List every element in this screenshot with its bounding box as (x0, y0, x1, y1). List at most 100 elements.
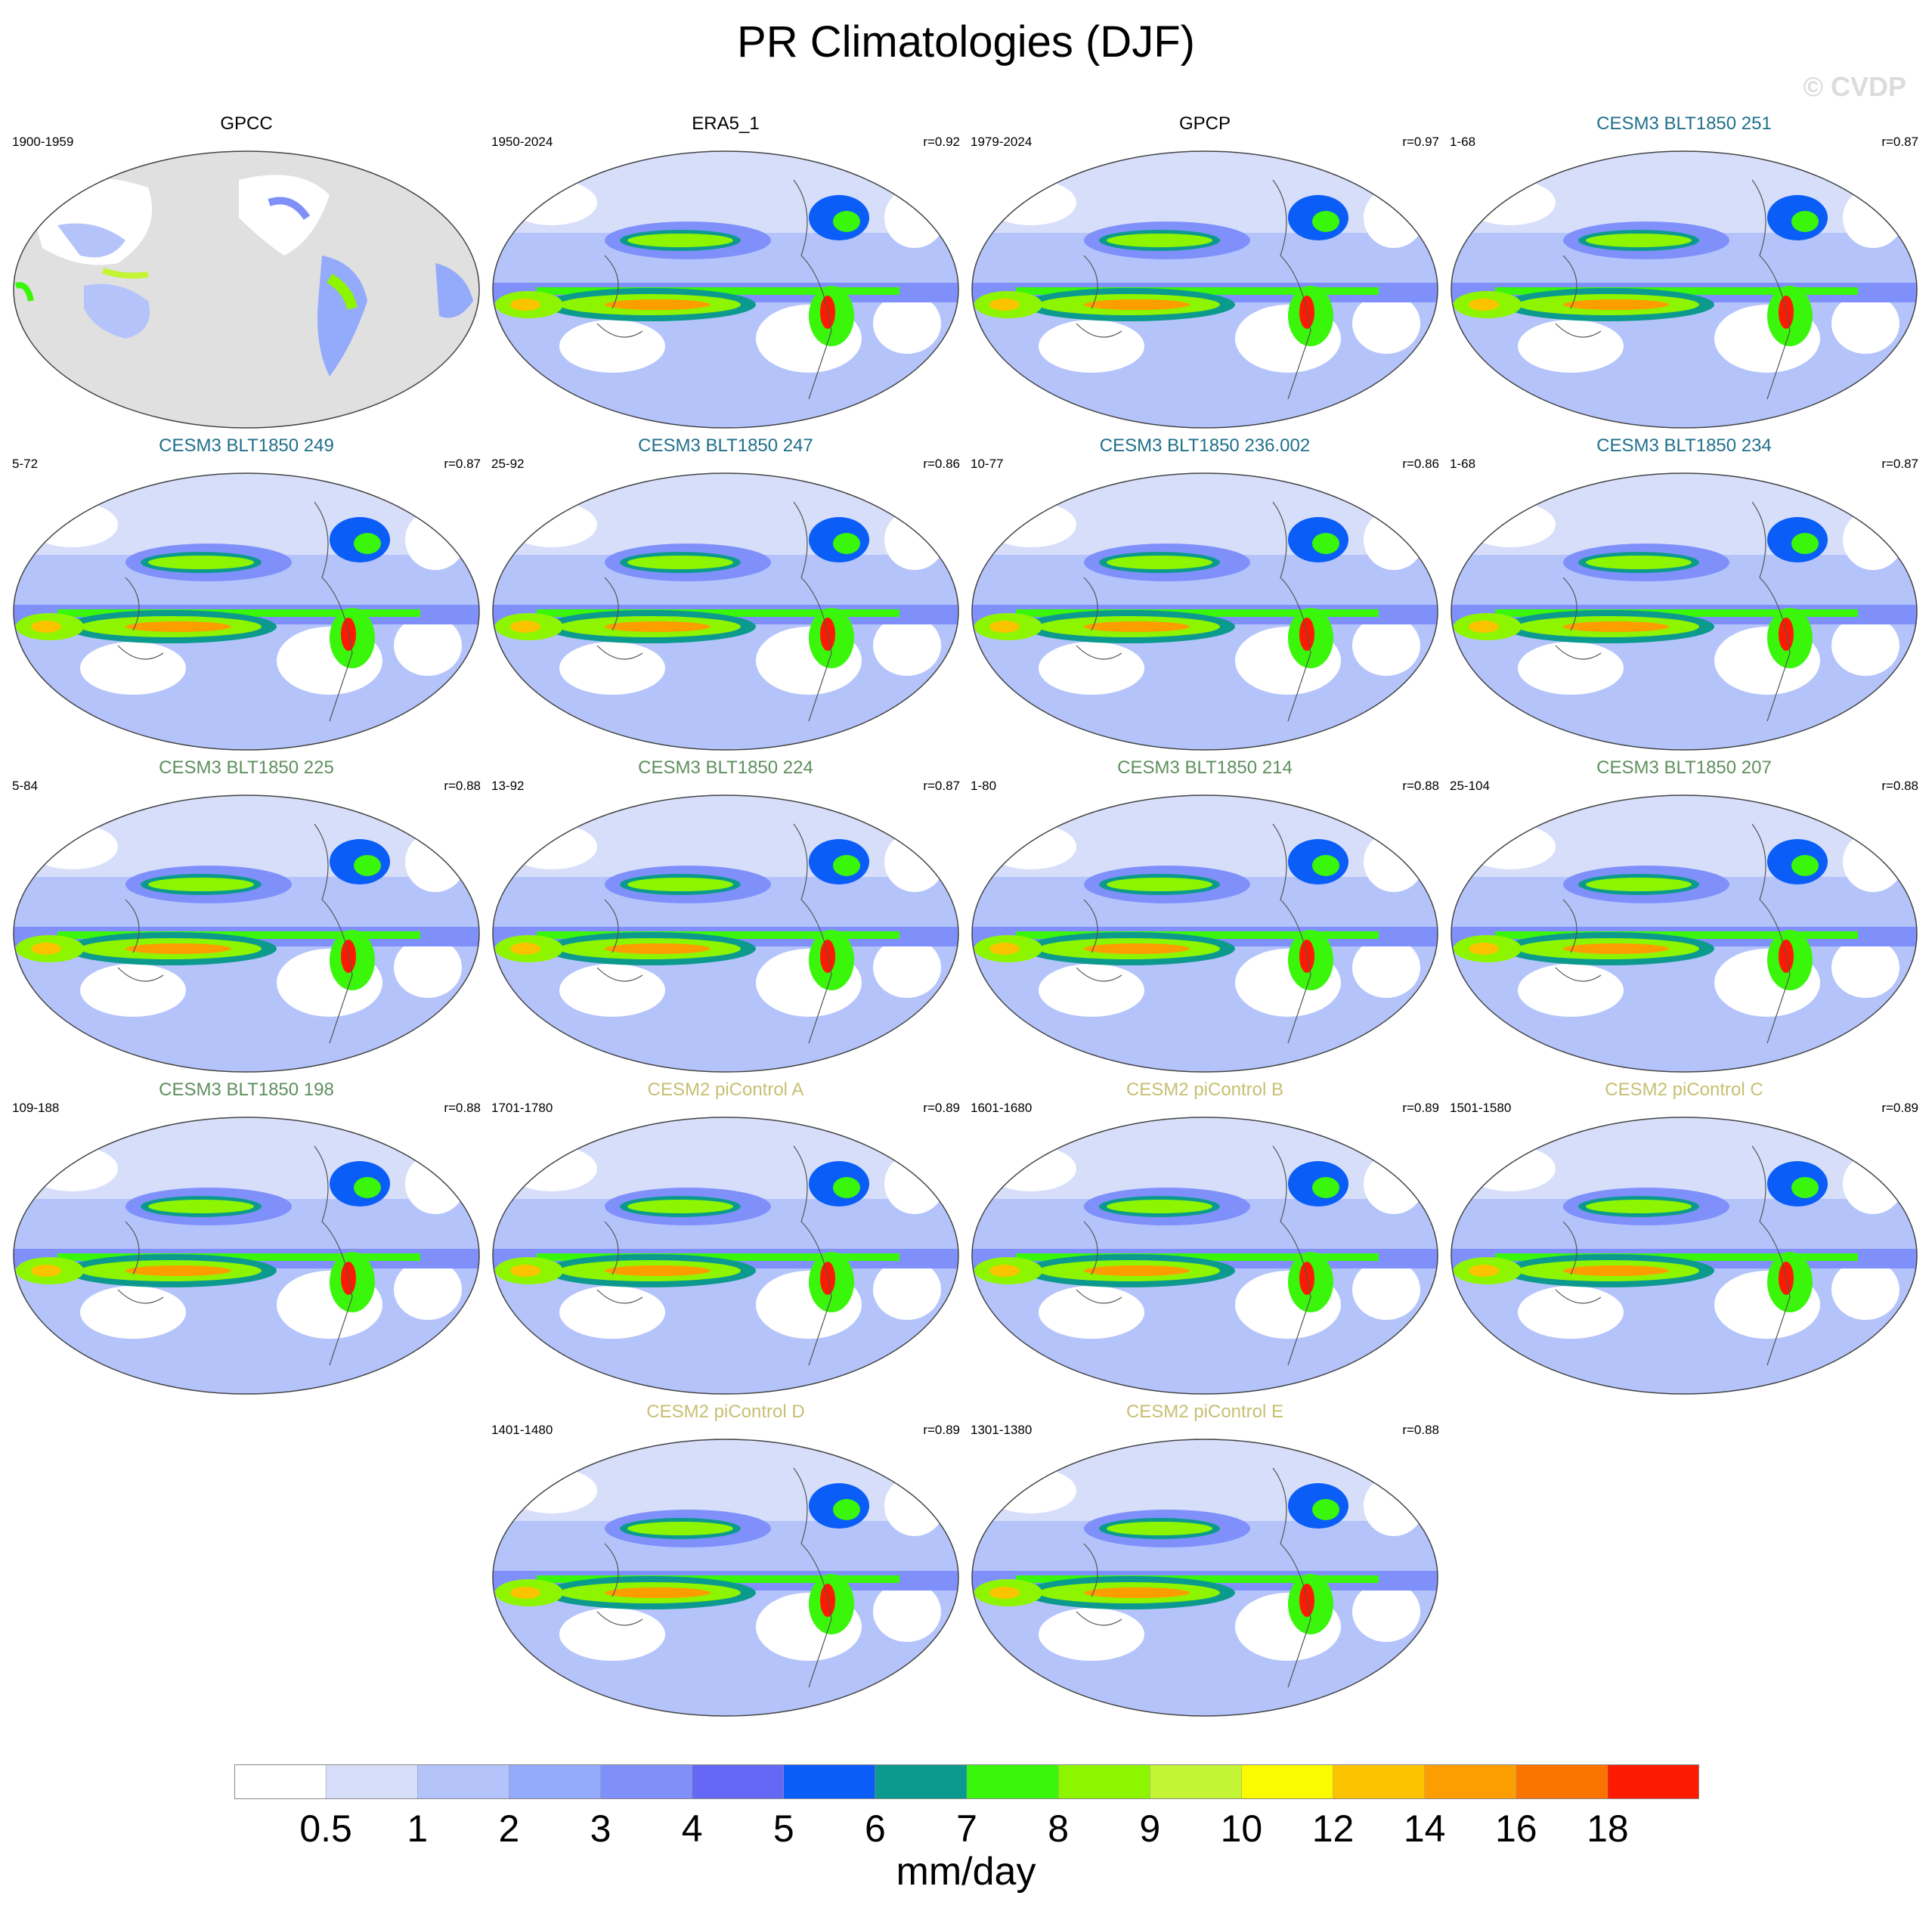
precip-map (971, 1116, 1439, 1399)
panel-title: CESM2 piControl B (1125, 1079, 1284, 1100)
panel-period: 5-72 (12, 457, 39, 471)
panel-title: CESM3 BLT1850 214 (1117, 757, 1293, 778)
precip-map (1450, 150, 1918, 433)
panel-period: 25-104 (1450, 779, 1490, 793)
panel-correlation: r=0.88 (1881, 779, 1918, 793)
colorbar-swatch (1333, 1764, 1426, 1799)
precip-map (491, 150, 960, 433)
panel-period: 1979-2024 (971, 135, 1033, 149)
colorbar-swatch (1607, 1764, 1699, 1799)
precip-map (971, 472, 1439, 755)
panel-title: CESM2 piControl A (647, 1079, 804, 1100)
panel-correlation: r=0.87 (444, 457, 481, 471)
panel-correlation: r=0.88 (444, 1101, 481, 1115)
map-panel: CESM3 BLT1850 251 1-68 r=0.87 (1450, 113, 1918, 431)
panel-period: 1-68 (1450, 135, 1476, 149)
panel-correlation: r=0.89 (923, 1423, 960, 1437)
panel-title: CESM3 BLT1850 249 (159, 435, 334, 456)
panel-period: 109-188 (12, 1101, 60, 1115)
colorbar-tick-label: 7 (956, 1807, 977, 1850)
panel-correlation: r=0.92 (923, 135, 960, 149)
precip-map (491, 1116, 960, 1399)
panel-period: 1601-1680 (971, 1101, 1033, 1115)
precip-map (971, 794, 1439, 1077)
colorbar-swatch (1241, 1764, 1334, 1799)
panel-period: 1401-1480 (491, 1423, 553, 1437)
panel-period: 1-68 (1450, 457, 1476, 471)
panel-title: CESM3 BLT1850 207 (1596, 757, 1772, 778)
panel-title: ERA5_1 (692, 113, 760, 134)
colorbar (234, 1764, 1699, 1799)
colorbar-swatch (325, 1764, 418, 1799)
panel-title: CESM3 BLT1850 234 (1596, 435, 1772, 456)
colorbar-tick-label: 6 (864, 1807, 886, 1850)
map-panel: CESM2 piControl C 1501-1580 r=0.89 (1450, 1079, 1918, 1397)
map-panel: CESM3 BLT1850 224 13-92 r=0.87 (491, 757, 960, 1075)
precip-map (12, 1116, 481, 1399)
panel-title: CESM3 BLT1850 198 (159, 1079, 334, 1100)
panel-correlation: r=0.86 (1402, 457, 1439, 471)
map-panel: CESM2 piControl A 1701-1780 r=0.89 (491, 1079, 960, 1397)
panel-title: CESM2 piControl C (1605, 1079, 1763, 1100)
panel-period: 1950-2024 (491, 135, 553, 149)
map-panel: CESM3 BLT1850 249 5-72 r=0.87 (12, 435, 481, 753)
map-panel: CESM3 BLT1850 225 5-84 r=0.88 (12, 757, 481, 1075)
colorbar-tick-label: 3 (590, 1807, 611, 1850)
colorbar-units: mm/day (896, 1850, 1036, 1894)
panel-correlation: r=0.88 (444, 779, 481, 793)
panel-title: CESM2 piControl E (1125, 1402, 1284, 1422)
precip-map (1450, 472, 1918, 755)
panel-title: CESM2 piControl D (646, 1402, 805, 1422)
watermark: © CVDP (1803, 71, 1906, 102)
panel-period: 10-77 (971, 457, 1004, 471)
map-panel: CESM3 BLT1850 247 25-92 r=0.86 (491, 435, 960, 753)
panel-correlation: r=0.87 (923, 779, 960, 793)
colorbar-swatch (509, 1764, 602, 1799)
map-panel: CESM2 piControl D 1401-1480 r=0.89 (491, 1402, 960, 1719)
colorbar-tick-label: 4 (681, 1807, 703, 1850)
colorbar-swatch (783, 1764, 876, 1799)
precip-map (491, 794, 960, 1077)
panel-period: 1701-1780 (491, 1101, 553, 1115)
map-panel: CESM3 BLT1850 198 109-188 r=0.88 (12, 1079, 481, 1397)
colorbar-swatch (966, 1764, 1059, 1799)
panel-correlation: r=0.87 (1881, 457, 1918, 471)
map-panel: CESM2 piControl B 1601-1680 r=0.89 (971, 1079, 1439, 1397)
figure-title: PR Climatologies (DJF) (737, 17, 1195, 67)
map-panel: CESM2 piControl E 1301-1380 r=0.88 (971, 1402, 1439, 1719)
panel-period: 1-80 (971, 779, 997, 793)
precip-map (971, 150, 1439, 433)
panel-period: 1301-1380 (971, 1423, 1033, 1437)
panel-correlation: r=0.88 (1402, 1423, 1439, 1437)
panel-period: 1501-1580 (1450, 1101, 1512, 1115)
map-panel: GPCP 1979-2024 r=0.97 (971, 113, 1439, 431)
map-panel: CESM3 BLT1850 214 1-80 r=0.88 (971, 757, 1439, 1075)
precip-map (491, 472, 960, 755)
panel-period: 5-84 (12, 779, 39, 793)
colorbar-swatch (692, 1764, 785, 1799)
panel-correlation: r=0.89 (1881, 1101, 1918, 1115)
colorbar-swatch (600, 1764, 693, 1799)
precip-map (1450, 1116, 1918, 1399)
precip-map (12, 472, 481, 755)
panel-title: CESM3 BLT1850 251 (1596, 113, 1772, 134)
colorbar-tick-label: 1 (407, 1807, 429, 1850)
panel-title: CESM3 BLT1850 236.002 (1099, 435, 1311, 456)
panel-correlation: r=0.89 (1402, 1101, 1439, 1115)
precip-map (12, 150, 481, 433)
map-panel: CESM3 BLT1850 207 25-104 r=0.88 (1450, 757, 1918, 1075)
colorbar-swatch (1057, 1764, 1150, 1799)
panel-correlation: r=0.97 (1402, 135, 1439, 149)
panel-correlation: r=0.89 (923, 1101, 960, 1115)
colorbar-swatch (1150, 1764, 1243, 1799)
colorbar-swatch (875, 1764, 968, 1799)
map-panel: CESM3 BLT1850 234 1-68 r=0.87 (1450, 435, 1918, 753)
colorbar-swatch (1424, 1764, 1517, 1799)
colorbar-tick-label: 18 (1587, 1807, 1629, 1850)
colorbar-tick-label: 12 (1311, 1807, 1355, 1850)
colorbar-swatch (1516, 1764, 1608, 1799)
colorbar-tick-label: 16 (1494, 1807, 1537, 1850)
panel-title: GPCC (220, 113, 273, 134)
panel-title: GPCP (1178, 113, 1231, 134)
colorbar-swatch (417, 1764, 510, 1799)
